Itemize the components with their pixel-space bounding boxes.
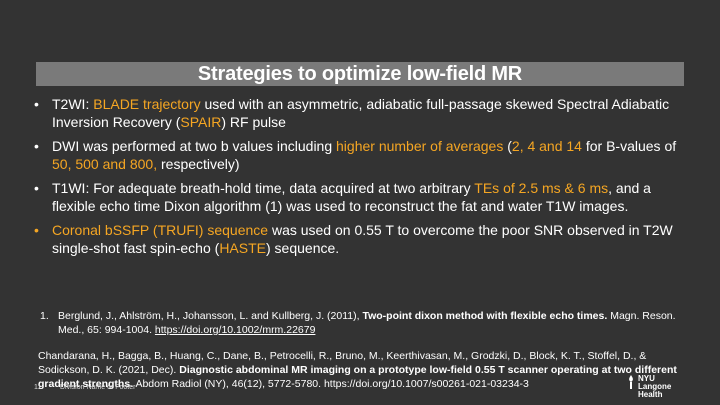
bullet-text: ) sequence. [266, 240, 340, 256]
reference-journal: Magn. Reson. Med., 65: 994-1004. [58, 310, 676, 336]
reference-title: Diagnostic abdominal MR imaging on a pro… [38, 364, 677, 390]
highlighted-text: 2, 4 and 14 [511, 138, 582, 154]
reference-authors: Chandarana, H., Bagga, B., Huang, C., Da… [38, 350, 647, 376]
footer-division: Division Name or Footer [60, 384, 136, 391]
reference-link[interactable]: https://doi.org/10.1002/mrm.22679 [154, 324, 316, 336]
bullet-list: • T2WI: BLADE trajectory used with an asy… [32, 95, 692, 263]
bullet-text: respectively) [157, 156, 240, 172]
highlighted-text: HASTE [219, 240, 266, 256]
bullet-text: used with an asymmetric, adiabatic full-… [52, 96, 670, 130]
reference-2: Chandarana, H., Bagga, B., Huang, C., Da… [38, 349, 698, 391]
bullet-text: was used on 0.55 T to overcome the poor … [52, 222, 673, 256]
nyu-langone-logo: NYU Langone Health [626, 375, 686, 399]
highlighted-text: 50, 500 and 800, [52, 156, 158, 172]
bullet-text: ) RF pulse [221, 114, 286, 130]
bullet-item: • T2WI: BLADE trajectory used with an asy… [32, 95, 692, 131]
bullet-item: • T1WI: For adequate breath-hold time, da… [32, 179, 692, 215]
torch-icon [629, 375, 633, 389]
bullet-dot-icon: • [34, 180, 39, 196]
bullet-text: DWI was performed at two b values includ… [52, 138, 337, 154]
reference-title: Two-point dixon method with flexible ech… [362, 310, 608, 322]
reference-number: 1. [40, 310, 49, 322]
bullet-item: • DWI was performed at two b values inclu… [32, 137, 692, 173]
highlighted-text: higher number of averages [336, 138, 504, 154]
title-bar: Strategies to optimize low-field MR [36, 62, 684, 86]
page-number: 11 [34, 384, 42, 391]
bullet-text: T1WI: For adequate breath-hold time, dat… [52, 180, 475, 196]
reference-authors: Berglund, J., Ahlström, H., Johansson, L… [58, 310, 363, 322]
bullet-dot-icon: • [34, 222, 39, 238]
bullet-text: T2WI: [52, 96, 94, 112]
logo-line-1: NYU Langone [638, 374, 672, 391]
reference-1: 1. Berglund, J., Ahlström, H., Johansson… [38, 309, 678, 337]
reference-journal: . Abdom Radiol (NY), 46(12), 5772-5780. … [130, 378, 529, 390]
bullet-dot-icon: • [34, 96, 39, 112]
highlighted-text: TEs of 2.5 ms & 6 ms [474, 180, 609, 196]
highlighted-text: SPAIR [180, 114, 222, 130]
logo-line-2: Health [638, 390, 663, 399]
bullet-text: , and a flexible echo time Dixon algorit… [52, 180, 651, 214]
bullet-text: for B-values of [581, 138, 677, 154]
bullet-item: • Coronal bSSFP (TRUFI) sequence was used… [32, 221, 692, 257]
bullet-dot-icon: • [34, 138, 39, 154]
highlighted-text: Coronal bSSFP (TRUFI) sequence [52, 222, 269, 238]
highlighted-text: BLADE trajectory [93, 96, 201, 112]
slide-title: Strategies to optimize low-field MR [197, 62, 523, 85]
bullet-text: ( [503, 138, 512, 154]
